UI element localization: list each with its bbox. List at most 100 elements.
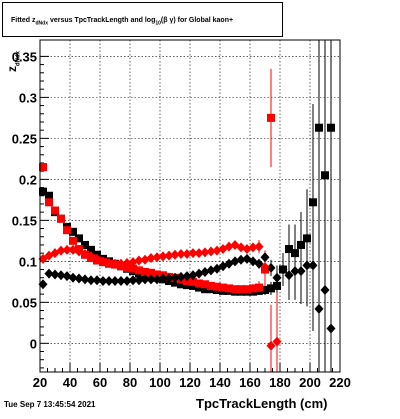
data-point-square	[69, 236, 77, 245]
data-point-square	[183, 281, 191, 290]
data-markers	[38, 113, 336, 351]
x-tick-label: 40	[63, 375, 77, 390]
data-point-diamond	[272, 336, 282, 347]
data-point-square	[273, 281, 281, 290]
data-point-square	[255, 283, 263, 292]
title-sub-a: dNdx	[35, 20, 49, 27]
data-point-diamond	[230, 256, 240, 267]
data-point-diamond	[122, 257, 132, 268]
y-tick-label: 0.15	[12, 213, 37, 228]
data-point-square	[189, 277, 197, 286]
grid-lines	[40, 40, 340, 372]
data-point-square	[303, 234, 311, 243]
data-point-square	[39, 163, 47, 172]
data-point-square	[189, 281, 197, 290]
x-tick-label: 180	[269, 375, 291, 390]
data-point-diamond	[80, 248, 90, 259]
data-point-square	[201, 280, 209, 289]
title-text-c: (β γ) for Global kaon+	[160, 17, 234, 24]
data-point-diamond	[254, 241, 264, 252]
data-point-diamond	[128, 257, 138, 268]
data-point-diamond	[62, 271, 72, 282]
data-point-diamond	[44, 268, 54, 279]
data-point-square	[87, 245, 95, 254]
data-point-diamond	[98, 256, 108, 267]
data-point-diamond	[74, 273, 84, 284]
data-point-diamond	[68, 272, 78, 283]
x-tick-label: 120	[179, 375, 201, 390]
x-tick-label: 80	[123, 375, 137, 390]
data-point-diamond	[236, 242, 246, 253]
data-point-square	[39, 187, 47, 196]
data-point-square	[195, 283, 203, 292]
data-point-diamond	[278, 264, 288, 275]
data-point-square	[309, 198, 317, 207]
data-point-square	[225, 284, 233, 293]
data-point-square	[75, 234, 83, 243]
data-point-diamond	[56, 245, 66, 256]
data-point-diamond	[104, 257, 114, 268]
data-point-diamond	[326, 323, 336, 334]
data-point-diamond	[92, 275, 102, 286]
data-point-diamond	[140, 274, 150, 285]
axis-ticks	[39, 55, 341, 372]
data-point-diamond	[80, 274, 90, 285]
data-point-square	[321, 171, 329, 180]
data-point-square	[63, 226, 71, 235]
data-point-diamond	[266, 262, 276, 273]
chart-title: Fitted zdNdx versus TpcTrackLength and l…	[2, 2, 283, 37]
data-point-square	[195, 279, 203, 288]
data-point-diamond	[176, 248, 186, 259]
data-point-diamond	[140, 254, 150, 265]
data-point-square	[249, 284, 257, 293]
data-point-square	[261, 286, 269, 295]
data-point-diamond	[188, 270, 198, 281]
data-point-diamond	[164, 250, 174, 261]
data-point-square	[219, 283, 227, 292]
data-point-diamond	[170, 272, 180, 283]
plot-frame	[39, 39, 341, 373]
data-point-diamond	[242, 244, 252, 255]
data-point-diamond	[98, 276, 108, 287]
data-point-diamond	[176, 271, 186, 282]
data-point-diamond	[194, 268, 204, 279]
timestamp: Tue Sep 7 13:45:54 2021	[4, 400, 96, 409]
data-point-diamond	[56, 270, 66, 281]
data-point-square	[81, 240, 89, 249]
x-tick-label: 100	[149, 375, 171, 390]
x-tick-label: 160	[239, 375, 261, 390]
data-point-diamond	[62, 244, 72, 255]
data-point-diamond	[146, 253, 156, 264]
data-point-diamond	[68, 244, 78, 255]
data-point-diamond	[290, 266, 300, 277]
x-tick-label: 200	[299, 375, 321, 390]
data-point-diamond	[110, 276, 120, 287]
data-point-diamond	[224, 241, 234, 252]
data-point-diamond	[164, 273, 174, 284]
data-point-diamond	[122, 276, 132, 287]
data-point-diamond	[182, 248, 192, 259]
data-point-diamond	[206, 246, 216, 257]
data-point-square	[57, 214, 65, 223]
data-point-diamond	[152, 274, 162, 285]
x-tick-label: 220	[329, 375, 351, 390]
data-point-square	[177, 280, 185, 289]
y-axis-label-main: z	[5, 66, 19, 72]
y-tick-label: 0.25	[12, 131, 37, 146]
y-tick-label: 0	[30, 336, 37, 351]
title-text-a: Fitted z	[11, 17, 36, 24]
data-point-diamond	[284, 270, 294, 281]
data-point-diamond	[110, 258, 120, 269]
data-point-diamond	[302, 260, 312, 271]
y-tick-label: 0.2	[19, 172, 37, 187]
data-point-square	[141, 267, 149, 276]
x-tick-label: 20	[33, 375, 47, 390]
data-point-diamond	[200, 266, 210, 277]
data-point-diamond	[206, 265, 216, 276]
data-point-diamond	[200, 247, 210, 258]
data-point-square	[201, 285, 209, 294]
data-point-square	[231, 285, 239, 294]
data-point-diamond	[134, 255, 144, 266]
